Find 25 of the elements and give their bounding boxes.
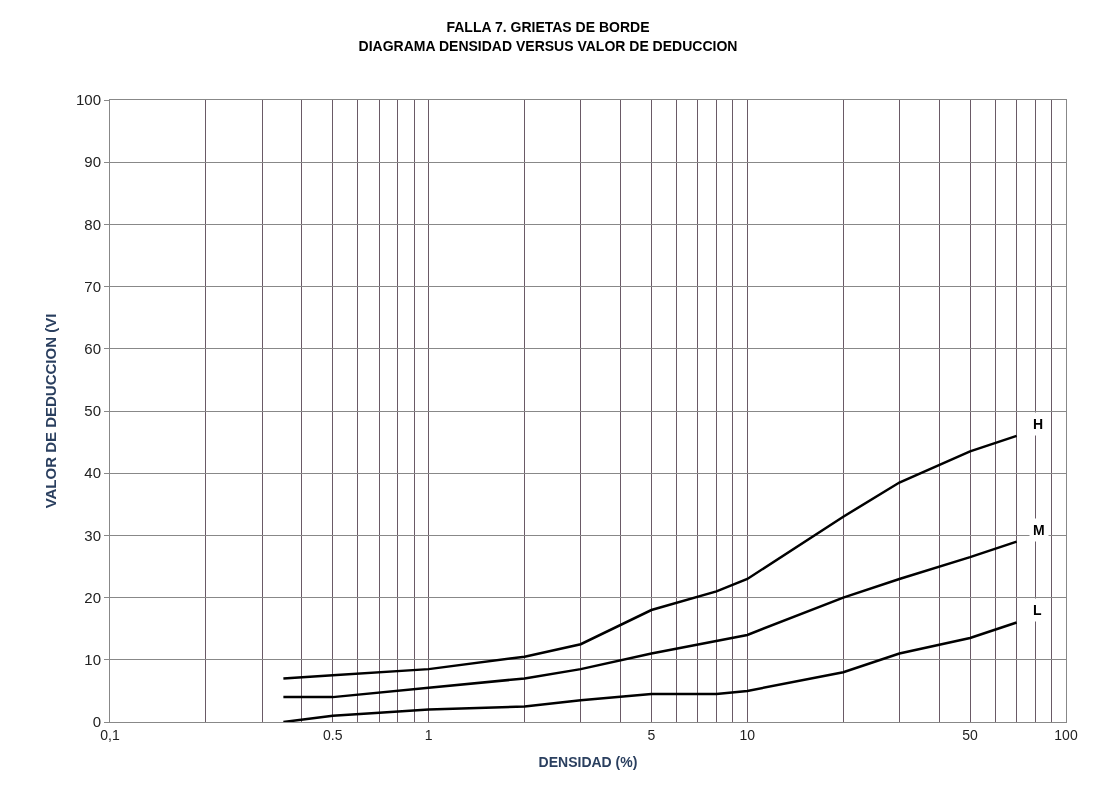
series-label: M <box>1033 522 1045 538</box>
series-label: L <box>1033 602 1042 618</box>
x-tick-label: 1 <box>424 726 433 743</box>
x-tick-label: 100 <box>1054 726 1078 743</box>
y-tick-label: 80 <box>84 215 101 233</box>
y-tick-label: 50 <box>84 402 101 420</box>
x-tick-label: 10 <box>739 726 756 743</box>
y-tick-label: 70 <box>84 277 101 295</box>
x-tick-label: 0,1 <box>100 726 120 743</box>
y-tick-label: 30 <box>84 526 101 544</box>
y-tick-label: 90 <box>84 153 101 171</box>
y-tick-label: 20 <box>84 588 101 606</box>
x-axis-title: DENSIDAD (%) <box>538 754 638 771</box>
y-tick-label: 60 <box>84 340 101 358</box>
chart-title: FALLA 7. GRIETAS DE BORDE <box>446 19 650 36</box>
x-tick-label: 0.5 <box>323 726 343 743</box>
series-label: H <box>1033 416 1044 432</box>
y-axis-title: VALOR DE DEDUCCION (VI <box>42 313 60 509</box>
chart-subtitle: DIAGRAMA DENSIDAD VERSUS VALOR DE DEDUCCION <box>358 37 738 54</box>
y-tick-label: 40 <box>84 464 101 482</box>
x-tick-label: 50 <box>962 726 979 743</box>
y-tick-label: 10 <box>84 651 101 669</box>
x-tick-label: 5 <box>647 726 656 743</box>
y-tick-label: 100 <box>75 91 101 109</box>
y-tick-label: 0 <box>92 713 101 731</box>
